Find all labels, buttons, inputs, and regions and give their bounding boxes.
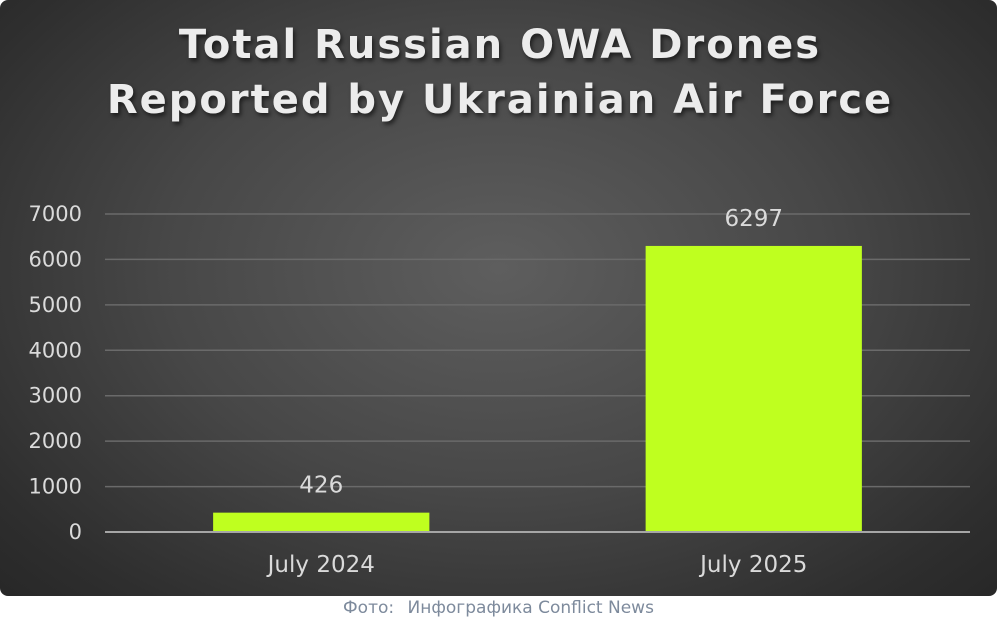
- y-tick-label: 3000: [29, 384, 82, 408]
- bar-july-2025: [645, 245, 862, 532]
- x-category-label: July 2024: [266, 552, 375, 578]
- chart-card: Total Russian OWA Drones Reported by Ukr…: [0, 0, 997, 596]
- data-labels: 426 6297: [299, 206, 783, 499]
- x-axis-labels: July 2024 July 2025: [266, 552, 808, 578]
- y-tick-label: 5000: [29, 293, 82, 317]
- y-tick-label: 2000: [29, 429, 82, 453]
- caption-prefix: Фото:: [343, 598, 395, 618]
- photo-caption: Фото: Инфографика Conflict News: [0, 598, 997, 618]
- y-axis-ticks: 0 1000 2000 3000 4000 5000 6000 7000: [29, 202, 82, 544]
- y-tick-label: 1000: [29, 475, 82, 499]
- bar-july-2024: [213, 512, 430, 532]
- data-label: 6297: [724, 206, 783, 232]
- data-label: 426: [299, 473, 343, 499]
- y-tick-label: 6000: [29, 247, 82, 271]
- bars: [213, 245, 862, 532]
- y-tick-label: 4000: [29, 338, 82, 362]
- y-tick-label: 7000: [29, 202, 82, 226]
- x-category-label: July 2025: [698, 552, 807, 578]
- caption-credit: Инфографика Conflict News: [407, 598, 654, 618]
- y-tick-label: 0: [69, 520, 82, 544]
- chart-title: Total Russian OWA Drones Reported by Ukr…: [106, 22, 894, 123]
